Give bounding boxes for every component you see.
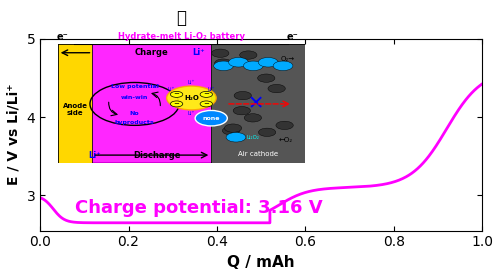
Text: Charge potential: 3.16 V: Charge potential: 3.16 V	[76, 199, 323, 217]
X-axis label: Q / mAh: Q / mAh	[228, 255, 295, 270]
Y-axis label: E / V vs Li/Li⁺: E / V vs Li/Li⁺	[7, 84, 21, 185]
